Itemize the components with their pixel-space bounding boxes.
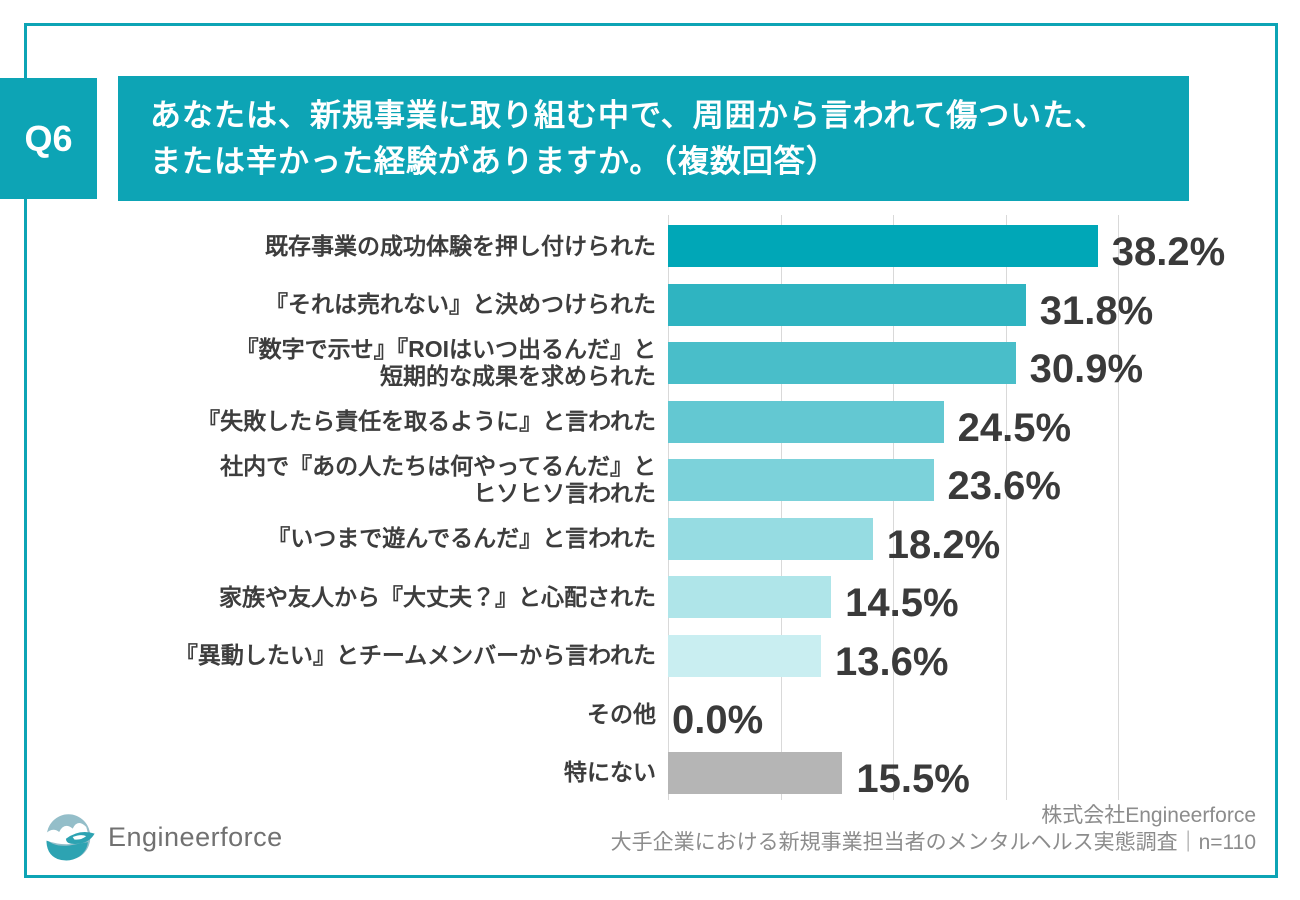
source-survey: 大手企業における新規事業担当者のメンタルヘルス実態調査｜n=110 [610,831,1256,854]
category-label: 『失敗したら責任を取るように』と言われた [90,401,656,443]
gridline-20 [893,215,894,800]
category-label-line: ヒソヒソ言われた [473,480,656,506]
category-label: 家族や友人から『大丈夫？』と心配された [90,576,656,618]
value-label: 15.5% [856,756,970,801]
chart-row: 『異動したい』とチームメンバーから言われた 13.6% [0,634,1300,682]
value-label: 24.5% [957,405,1072,450]
category-label-line: 社内で『あの人たちは何やってるんだ』と [220,453,656,479]
gridline-40 [1118,215,1119,800]
question-title-line-1: あなたは、新規事業に取り組む中で、周囲から言われて傷ついた、 [150,97,1107,133]
gridline-0 [668,215,669,800]
value-label: 18.2% [886,522,1001,567]
category-label-line: 『異動したい』とチームメンバーから言われた [174,642,656,668]
category-label-line: 『それは売れない』と決めつけられた [265,291,656,317]
category-label-line: 『いつまで遊んでるんだ』と言われた [267,525,656,551]
bar-segment [668,634,821,677]
company-logo-text: Engineerforce [108,821,283,852]
category-label: 『異動したい』とチームメンバーから言われた [90,635,656,677]
chart-row: 既存事業の成功体験を押し付けられた 38.2% [0,225,1300,272]
bar-segment [668,576,832,618]
category-label-line: 短期的な成果を求められた [380,363,656,389]
source-attribution: 株式会社Engineerforce 大手企業における新規事業担当者のメンタルヘル… [611,802,1256,856]
bar-segment [668,283,1026,326]
category-label: 『数字で示せ』『ROIはいつ出るんだ』と 短期的な成果を求められた [90,336,656,389]
source-company: 株式会社Engineerforce [1041,804,1256,827]
chart-row: 『それは売れない』と決めつけられた 31.8% [0,283,1300,331]
bar-segment [668,517,873,560]
chart-row: 『数字で示せ』『ROIはいつ出るんだ』と 短期的な成果を求められた 30.9% [0,336,1300,389]
question-header: あなたは、新規事業に取り組む中で、周囲から言われて傷ついた、 または辛かった経験… [118,76,1189,201]
bar-segment [668,751,843,794]
chart-row: その他 0.0% [0,693,1300,740]
engineerforce-logo-icon [45,814,95,861]
category-label-line: その他 [587,700,656,727]
category-label: その他 [90,693,656,735]
chart-row: 『いつまで遊んでるんだ』と言われた 18.2% [0,517,1300,565]
category-label: 『いつまで遊んでるんだ』と言われた [90,518,656,560]
value-label: 38.2% [1111,230,1226,274]
bar-segment [668,225,1098,267]
chart-row: 特にない 15.5% [0,751,1300,799]
value-label: 13.6% [835,639,949,684]
category-label: 特にない [90,752,656,794]
value-label: 0.0% [672,698,764,742]
chart-row: 家族や友人から『大丈夫？』と心配された 14.5% [0,576,1300,623]
question-title-line-2: または辛かった経験がありますか。（複数回答） [150,143,838,179]
bar-segment [668,459,934,501]
value-label: 30.9% [1029,347,1144,391]
bar-segment [668,400,944,443]
category-label-line: 既存事業の成功体験を押し付けられた [265,232,656,259]
category-label-line: 特にない [564,759,656,785]
category-label: 社内で『あの人たちは何やってるんだ』と ヒソヒソ言われた [90,453,656,506]
category-label: 『それは売れない』と決めつけられた [90,284,656,326]
category-label: 既存事業の成功体験を押し付けられた [90,225,656,267]
category-label-line: 家族や友人から『大丈夫？』と心配された [219,583,656,610]
value-label: 23.6% [947,464,1061,508]
value-label: 31.8% [1039,288,1154,333]
gridline-10 [780,215,782,800]
question-badge: Q6 [0,78,97,199]
question-badge-label: Q6 [24,117,73,159]
category-label-line: 『失敗したら責任を取るように』と言われた [197,408,656,434]
bar-segment [668,342,1016,384]
chart-row: 社内で『あの人たちは何やってるんだ』と ヒソヒソ言われた 23.6% [0,453,1300,506]
chart-row: 『失敗したら責任を取るように』と言われた 24.5% [0,400,1300,448]
value-label: 14.5% [845,581,959,625]
card-border [24,23,1278,878]
company-logo: Engineerforce [44,810,283,864]
category-label-line: 『数字で示せ』『ROIはいつ出るんだ』と [235,336,656,362]
gridline-30 [1005,215,1007,800]
